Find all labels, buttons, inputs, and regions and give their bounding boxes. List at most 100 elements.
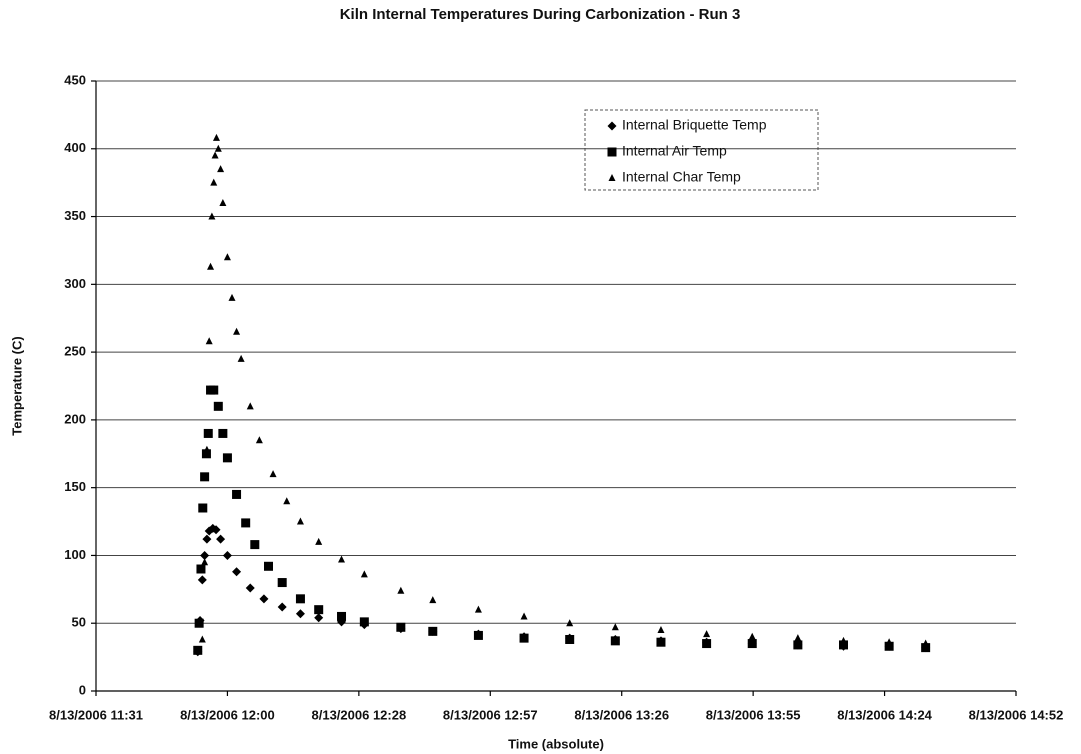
y-tick-label: 100 xyxy=(64,547,86,562)
y-tick-label: 450 xyxy=(64,72,86,87)
marker-triangle xyxy=(922,639,930,647)
marker-square xyxy=(209,385,219,395)
marker-square xyxy=(839,640,848,650)
y-tick-label: 250 xyxy=(64,344,86,359)
marker-square xyxy=(359,617,369,627)
y-tick-label: 300 xyxy=(64,276,86,291)
marker-triangle xyxy=(198,635,206,643)
marker-square xyxy=(201,449,211,459)
marker-triangle xyxy=(269,470,277,478)
x-tick-label: 8/13/2006 12:00 xyxy=(180,707,275,722)
marker-triangle xyxy=(207,262,215,270)
marker-diamond xyxy=(295,609,305,619)
marker-square xyxy=(222,453,232,463)
marker-square xyxy=(250,540,260,550)
marker-triangle xyxy=(255,436,263,444)
marker-triangle xyxy=(611,623,619,631)
marker-square xyxy=(232,489,242,499)
marker-triangle xyxy=(210,178,218,186)
x-tick-label: 8/13/2006 12:57 xyxy=(443,707,538,722)
chart-title: Kiln Internal Temperatures During Carbon… xyxy=(340,6,741,23)
marker-triangle xyxy=(296,517,304,525)
x-tick-label: 8/13/2006 11:31 xyxy=(49,707,143,722)
marker-square xyxy=(519,633,529,643)
marker-diamond xyxy=(197,575,207,585)
marker-triangle xyxy=(885,638,893,646)
marker-diamond xyxy=(200,550,210,560)
marker-triangle xyxy=(223,253,231,261)
marker-square xyxy=(277,578,287,588)
y-tick-label: 0 xyxy=(79,682,86,697)
x-tick-label: 8/13/2006 14:52 xyxy=(969,707,1064,722)
marker-square xyxy=(198,503,208,513)
marker-diamond xyxy=(607,121,617,131)
x-axis-label: Time (absolute) xyxy=(508,736,604,751)
marker-triangle xyxy=(360,570,368,578)
marker-triangle xyxy=(703,630,711,638)
marker-diamond xyxy=(222,550,232,560)
marker-square xyxy=(921,643,931,653)
marker-diamond xyxy=(314,613,324,623)
marker-square xyxy=(396,622,406,632)
marker-triangle xyxy=(208,212,216,220)
legend-label: Internal Char Temp xyxy=(622,169,741,185)
marker-triangle xyxy=(233,327,241,335)
y-axis-label: Temperature (C) xyxy=(9,336,24,435)
marker-triangle xyxy=(205,337,213,345)
marker-diamond xyxy=(277,602,287,612)
marker-square xyxy=(193,645,203,655)
marker-triangle xyxy=(201,558,209,566)
marker-square xyxy=(428,626,438,636)
marker-square xyxy=(607,147,617,157)
marker-square xyxy=(200,472,210,482)
marker-triangle xyxy=(203,445,211,453)
marker-triangle xyxy=(219,199,227,206)
marker-triangle xyxy=(840,636,847,644)
marker-diamond xyxy=(232,567,242,577)
y-tick-label: 50 xyxy=(72,615,86,630)
marker-triangle xyxy=(338,555,346,563)
marker-triangle xyxy=(315,537,323,545)
marker-square xyxy=(702,639,712,649)
marker-triangle xyxy=(237,354,245,362)
y-tick-label: 200 xyxy=(64,411,86,426)
legend-label: Internal Air Temp xyxy=(622,143,727,159)
marker-triangle xyxy=(474,605,482,613)
marker-triangle xyxy=(397,586,405,594)
marker-triangle xyxy=(214,144,222,152)
y-tick-label: 150 xyxy=(64,479,86,494)
marker-square xyxy=(314,605,324,615)
marker-square xyxy=(194,618,204,628)
marker-triangle xyxy=(217,165,225,173)
marker-triangle xyxy=(283,497,291,505)
y-tick-label: 350 xyxy=(64,208,86,223)
marker-diamond xyxy=(211,525,221,535)
marker-triangle xyxy=(246,402,254,410)
x-tick-label: 8/13/2006 13:55 xyxy=(706,707,801,722)
marker-square xyxy=(884,641,894,651)
x-tick-label: 8/13/2006 12:28 xyxy=(312,707,407,722)
marker-square xyxy=(656,637,666,647)
marker-square xyxy=(610,636,620,646)
marker-triangle xyxy=(520,612,528,620)
marker-diamond xyxy=(216,534,226,544)
marker-triangle xyxy=(566,619,574,627)
marker-triangle xyxy=(228,293,236,301)
marker-triangle xyxy=(657,626,665,633)
marker-square xyxy=(473,630,483,640)
marker-square xyxy=(747,639,757,649)
marker-square xyxy=(337,611,347,621)
legend-label: Internal Briquette Temp xyxy=(622,117,767,133)
marker-square xyxy=(295,594,305,604)
marker-diamond xyxy=(202,534,212,544)
marker-triangle xyxy=(608,174,616,181)
marker-square xyxy=(565,634,575,644)
marker-triangle xyxy=(212,133,220,141)
marker-square xyxy=(196,564,206,574)
marker-diamond xyxy=(245,583,255,593)
y-tick-label: 400 xyxy=(64,140,86,155)
x-tick-label: 8/13/2006 13:26 xyxy=(574,707,669,722)
x-tick-label: 8/13/2006 14:24 xyxy=(837,707,932,722)
marker-triangle xyxy=(748,632,756,640)
